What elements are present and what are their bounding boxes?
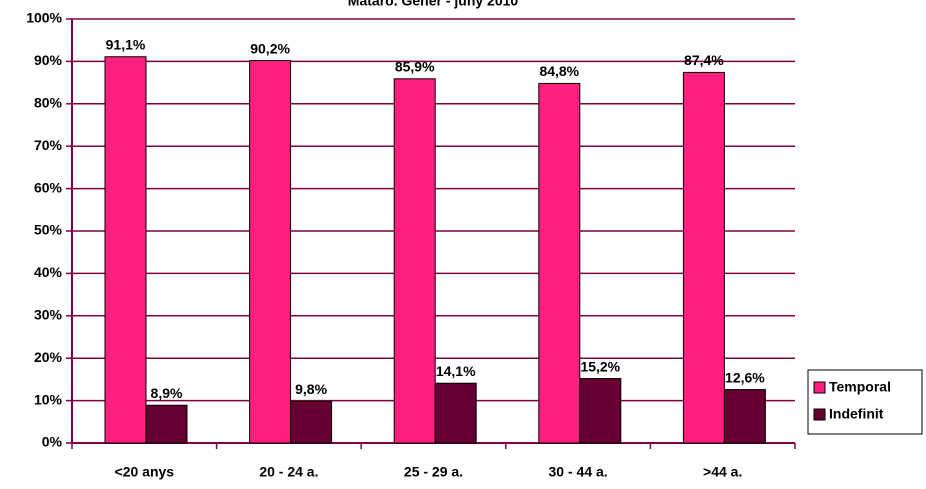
value-label: 12,6% [725,369,765,385]
value-label: 90,2% [250,40,290,56]
legend-label: Indefinit [829,406,884,422]
legend-swatch [813,381,826,394]
value-label: 85,9% [395,58,435,74]
y-tick-label: 20% [34,349,63,365]
bar [538,82,581,444]
bar [145,404,188,444]
x-tick-label: 25 - 29 a. [404,464,463,480]
bar [249,60,292,444]
value-label: 15,2% [580,358,620,374]
y-tick-label: 100% [26,10,62,26]
bar [579,378,622,444]
value-label: 14,1% [436,363,476,379]
x-tick-label: <20 anys [115,464,175,480]
value-label: 8,9% [151,385,183,401]
y-tick-label: 80% [34,95,63,111]
value-label: 87,4% [684,52,724,68]
chart-title: Mataró. Gener - juny 2010 [348,0,519,9]
y-tick-label: 60% [34,179,63,195]
bar [434,382,477,444]
legend-label: Temporal [829,379,891,395]
bar [104,56,147,444]
bar [723,389,766,444]
y-tick-label: 70% [34,137,63,153]
x-tick-label: 30 - 44 a. [549,464,608,480]
value-label: 84,8% [539,63,579,79]
y-tick-label: 50% [34,222,63,238]
y-tick-label: 40% [34,264,63,280]
legend-swatch [813,408,826,421]
bar [290,400,333,444]
y-tick-label: 10% [34,391,63,407]
x-tick-label: >44 a. [703,464,742,480]
legend-box [807,369,923,435]
value-label: 9,8% [295,381,327,397]
bar [682,71,725,444]
y-tick-label: 0% [42,434,63,450]
y-tick-label: 30% [34,307,63,323]
bar [393,78,436,444]
y-tick-label: 90% [34,52,63,68]
x-tick-label: 20 - 24 a. [259,464,318,480]
value-label: 91,1% [106,36,146,52]
